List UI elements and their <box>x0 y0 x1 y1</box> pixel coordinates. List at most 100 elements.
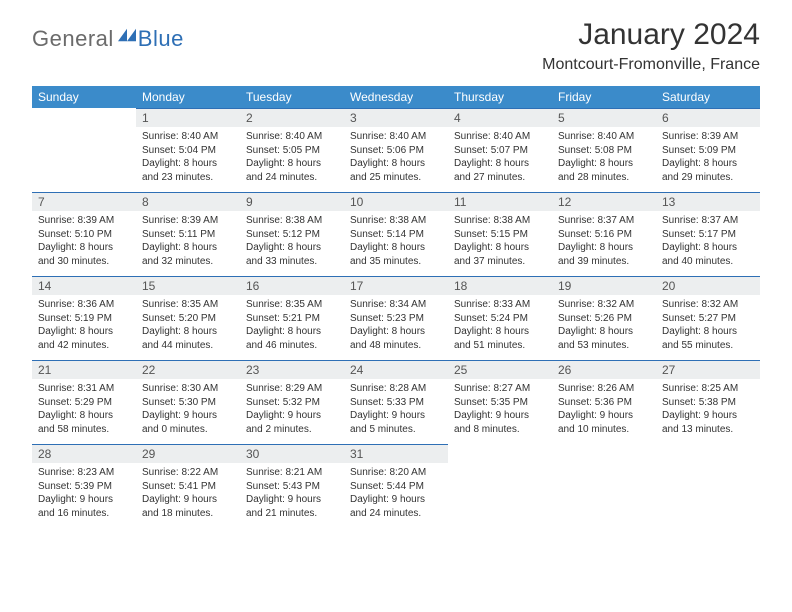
calendar-cell: 2Sunrise: 8:40 AMSunset: 5:05 PMDaylight… <box>240 108 344 192</box>
calendar-cell: 11Sunrise: 8:38 AMSunset: 5:15 PMDayligh… <box>448 192 552 276</box>
calendar-cell: 8Sunrise: 8:39 AMSunset: 5:11 PMDaylight… <box>136 192 240 276</box>
location-subtitle: Montcourt-Fromonville, France <box>542 56 760 74</box>
calendar-row: 7Sunrise: 8:39 AMSunset: 5:10 PMDaylight… <box>32 192 760 276</box>
day-details: Sunrise: 8:37 AMSunset: 5:16 PMDaylight:… <box>552 211 656 274</box>
calendar-row: 21Sunrise: 8:31 AMSunset: 5:29 PMDayligh… <box>32 360 760 444</box>
day-details: Sunrise: 8:37 AMSunset: 5:17 PMDaylight:… <box>656 211 760 274</box>
weekday-header: Friday <box>552 86 656 108</box>
day-number: 10 <box>344 192 448 211</box>
calendar-cell: 1Sunrise: 8:40 AMSunset: 5:04 PMDaylight… <box>136 108 240 192</box>
calendar-cell: 5Sunrise: 8:40 AMSunset: 5:08 PMDaylight… <box>552 108 656 192</box>
day-number: 4 <box>448 108 552 127</box>
day-number: 7 <box>32 192 136 211</box>
month-title: January 2024 <box>542 18 760 52</box>
day-details: Sunrise: 8:35 AMSunset: 5:21 PMDaylight:… <box>240 295 344 358</box>
calendar-cell <box>656 444 760 528</box>
day-details: Sunrise: 8:40 AMSunset: 5:05 PMDaylight:… <box>240 127 344 190</box>
calendar-cell <box>448 444 552 528</box>
calendar-cell: 20Sunrise: 8:32 AMSunset: 5:27 PMDayligh… <box>656 276 760 360</box>
day-number: 22 <box>136 360 240 379</box>
weekday-header: Thursday <box>448 86 552 108</box>
calendar-cell: 9Sunrise: 8:38 AMSunset: 5:12 PMDaylight… <box>240 192 344 276</box>
calendar-cell: 3Sunrise: 8:40 AMSunset: 5:06 PMDaylight… <box>344 108 448 192</box>
day-number: 28 <box>32 444 136 463</box>
calendar-cell: 17Sunrise: 8:34 AMSunset: 5:23 PMDayligh… <box>344 276 448 360</box>
day-number: 13 <box>656 192 760 211</box>
day-number: 31 <box>344 444 448 463</box>
day-number: 3 <box>344 108 448 127</box>
day-details: Sunrise: 8:31 AMSunset: 5:29 PMDaylight:… <box>32 379 136 442</box>
calendar-table: Sunday Monday Tuesday Wednesday Thursday… <box>32 86 760 528</box>
calendar-cell: 30Sunrise: 8:21 AMSunset: 5:43 PMDayligh… <box>240 444 344 528</box>
day-details: Sunrise: 8:38 AMSunset: 5:14 PMDaylight:… <box>344 211 448 274</box>
day-number: 16 <box>240 276 344 295</box>
day-details: Sunrise: 8:27 AMSunset: 5:35 PMDaylight:… <box>448 379 552 442</box>
calendar-cell: 7Sunrise: 8:39 AMSunset: 5:10 PMDaylight… <box>32 192 136 276</box>
calendar-cell: 23Sunrise: 8:29 AMSunset: 5:32 PMDayligh… <box>240 360 344 444</box>
calendar-cell: 27Sunrise: 8:25 AMSunset: 5:38 PMDayligh… <box>656 360 760 444</box>
logo-word-1: General <box>32 26 114 52</box>
calendar-cell: 12Sunrise: 8:37 AMSunset: 5:16 PMDayligh… <box>552 192 656 276</box>
day-number: 1 <box>136 108 240 127</box>
calendar-cell: 22Sunrise: 8:30 AMSunset: 5:30 PMDayligh… <box>136 360 240 444</box>
day-number: 18 <box>448 276 552 295</box>
day-number: 8 <box>136 192 240 211</box>
day-number: 24 <box>344 360 448 379</box>
day-details: Sunrise: 8:23 AMSunset: 5:39 PMDaylight:… <box>32 463 136 526</box>
calendar-cell: 4Sunrise: 8:40 AMSunset: 5:07 PMDaylight… <box>448 108 552 192</box>
calendar-cell: 28Sunrise: 8:23 AMSunset: 5:39 PMDayligh… <box>32 444 136 528</box>
day-number: 9 <box>240 192 344 211</box>
weekday-header: Monday <box>136 86 240 108</box>
calendar-cell: 6Sunrise: 8:39 AMSunset: 5:09 PMDaylight… <box>656 108 760 192</box>
calendar-cell: 13Sunrise: 8:37 AMSunset: 5:17 PMDayligh… <box>656 192 760 276</box>
calendar-row: 28Sunrise: 8:23 AMSunset: 5:39 PMDayligh… <box>32 444 760 528</box>
calendar-cell <box>552 444 656 528</box>
day-details: Sunrise: 8:36 AMSunset: 5:19 PMDaylight:… <box>32 295 136 358</box>
day-details: Sunrise: 8:40 AMSunset: 5:08 PMDaylight:… <box>552 127 656 190</box>
day-details: Sunrise: 8:33 AMSunset: 5:24 PMDaylight:… <box>448 295 552 358</box>
day-number: 27 <box>656 360 760 379</box>
day-details: Sunrise: 8:38 AMSunset: 5:15 PMDaylight:… <box>448 211 552 274</box>
calendar-body: 1Sunrise: 8:40 AMSunset: 5:04 PMDaylight… <box>32 108 760 528</box>
weekday-header-row: Sunday Monday Tuesday Wednesday Thursday… <box>32 86 760 108</box>
day-details: Sunrise: 8:35 AMSunset: 5:20 PMDaylight:… <box>136 295 240 358</box>
calendar-row: 14Sunrise: 8:36 AMSunset: 5:19 PMDayligh… <box>32 276 760 360</box>
day-details: Sunrise: 8:39 AMSunset: 5:11 PMDaylight:… <box>136 211 240 274</box>
day-number: 14 <box>32 276 136 295</box>
logo: General Blue <box>32 26 184 52</box>
calendar-cell: 18Sunrise: 8:33 AMSunset: 5:24 PMDayligh… <box>448 276 552 360</box>
day-details: Sunrise: 8:40 AMSunset: 5:07 PMDaylight:… <box>448 127 552 190</box>
day-number: 5 <box>552 108 656 127</box>
day-number: 20 <box>656 276 760 295</box>
calendar-cell: 19Sunrise: 8:32 AMSunset: 5:26 PMDayligh… <box>552 276 656 360</box>
weekday-header: Saturday <box>656 86 760 108</box>
day-number: 6 <box>656 108 760 127</box>
calendar-cell: 29Sunrise: 8:22 AMSunset: 5:41 PMDayligh… <box>136 444 240 528</box>
calendar-cell: 10Sunrise: 8:38 AMSunset: 5:14 PMDayligh… <box>344 192 448 276</box>
day-details: Sunrise: 8:32 AMSunset: 5:27 PMDaylight:… <box>656 295 760 358</box>
day-number: 29 <box>136 444 240 463</box>
day-number: 25 <box>448 360 552 379</box>
day-details: Sunrise: 8:21 AMSunset: 5:43 PMDaylight:… <box>240 463 344 526</box>
title-block: January 2024 Montcourt-Fromonville, Fran… <box>542 18 760 74</box>
day-number: 30 <box>240 444 344 463</box>
calendar-cell: 16Sunrise: 8:35 AMSunset: 5:21 PMDayligh… <box>240 276 344 360</box>
day-number: 21 <box>32 360 136 379</box>
calendar-cell: 25Sunrise: 8:27 AMSunset: 5:35 PMDayligh… <box>448 360 552 444</box>
weekday-header: Sunday <box>32 86 136 108</box>
weekday-header: Tuesday <box>240 86 344 108</box>
day-details: Sunrise: 8:38 AMSunset: 5:12 PMDaylight:… <box>240 211 344 274</box>
day-number: 17 <box>344 276 448 295</box>
day-number: 2 <box>240 108 344 127</box>
day-number: 11 <box>448 192 552 211</box>
day-details: Sunrise: 8:20 AMSunset: 5:44 PMDaylight:… <box>344 463 448 526</box>
day-details: Sunrise: 8:40 AMSunset: 5:06 PMDaylight:… <box>344 127 448 190</box>
calendar-cell: 26Sunrise: 8:26 AMSunset: 5:36 PMDayligh… <box>552 360 656 444</box>
day-details: Sunrise: 8:30 AMSunset: 5:30 PMDaylight:… <box>136 379 240 442</box>
day-number: 12 <box>552 192 656 211</box>
logo-mark-icon <box>118 28 136 42</box>
day-details: Sunrise: 8:32 AMSunset: 5:26 PMDaylight:… <box>552 295 656 358</box>
calendar-row: 1Sunrise: 8:40 AMSunset: 5:04 PMDaylight… <box>32 108 760 192</box>
calendar-cell: 15Sunrise: 8:35 AMSunset: 5:20 PMDayligh… <box>136 276 240 360</box>
day-number: 19 <box>552 276 656 295</box>
